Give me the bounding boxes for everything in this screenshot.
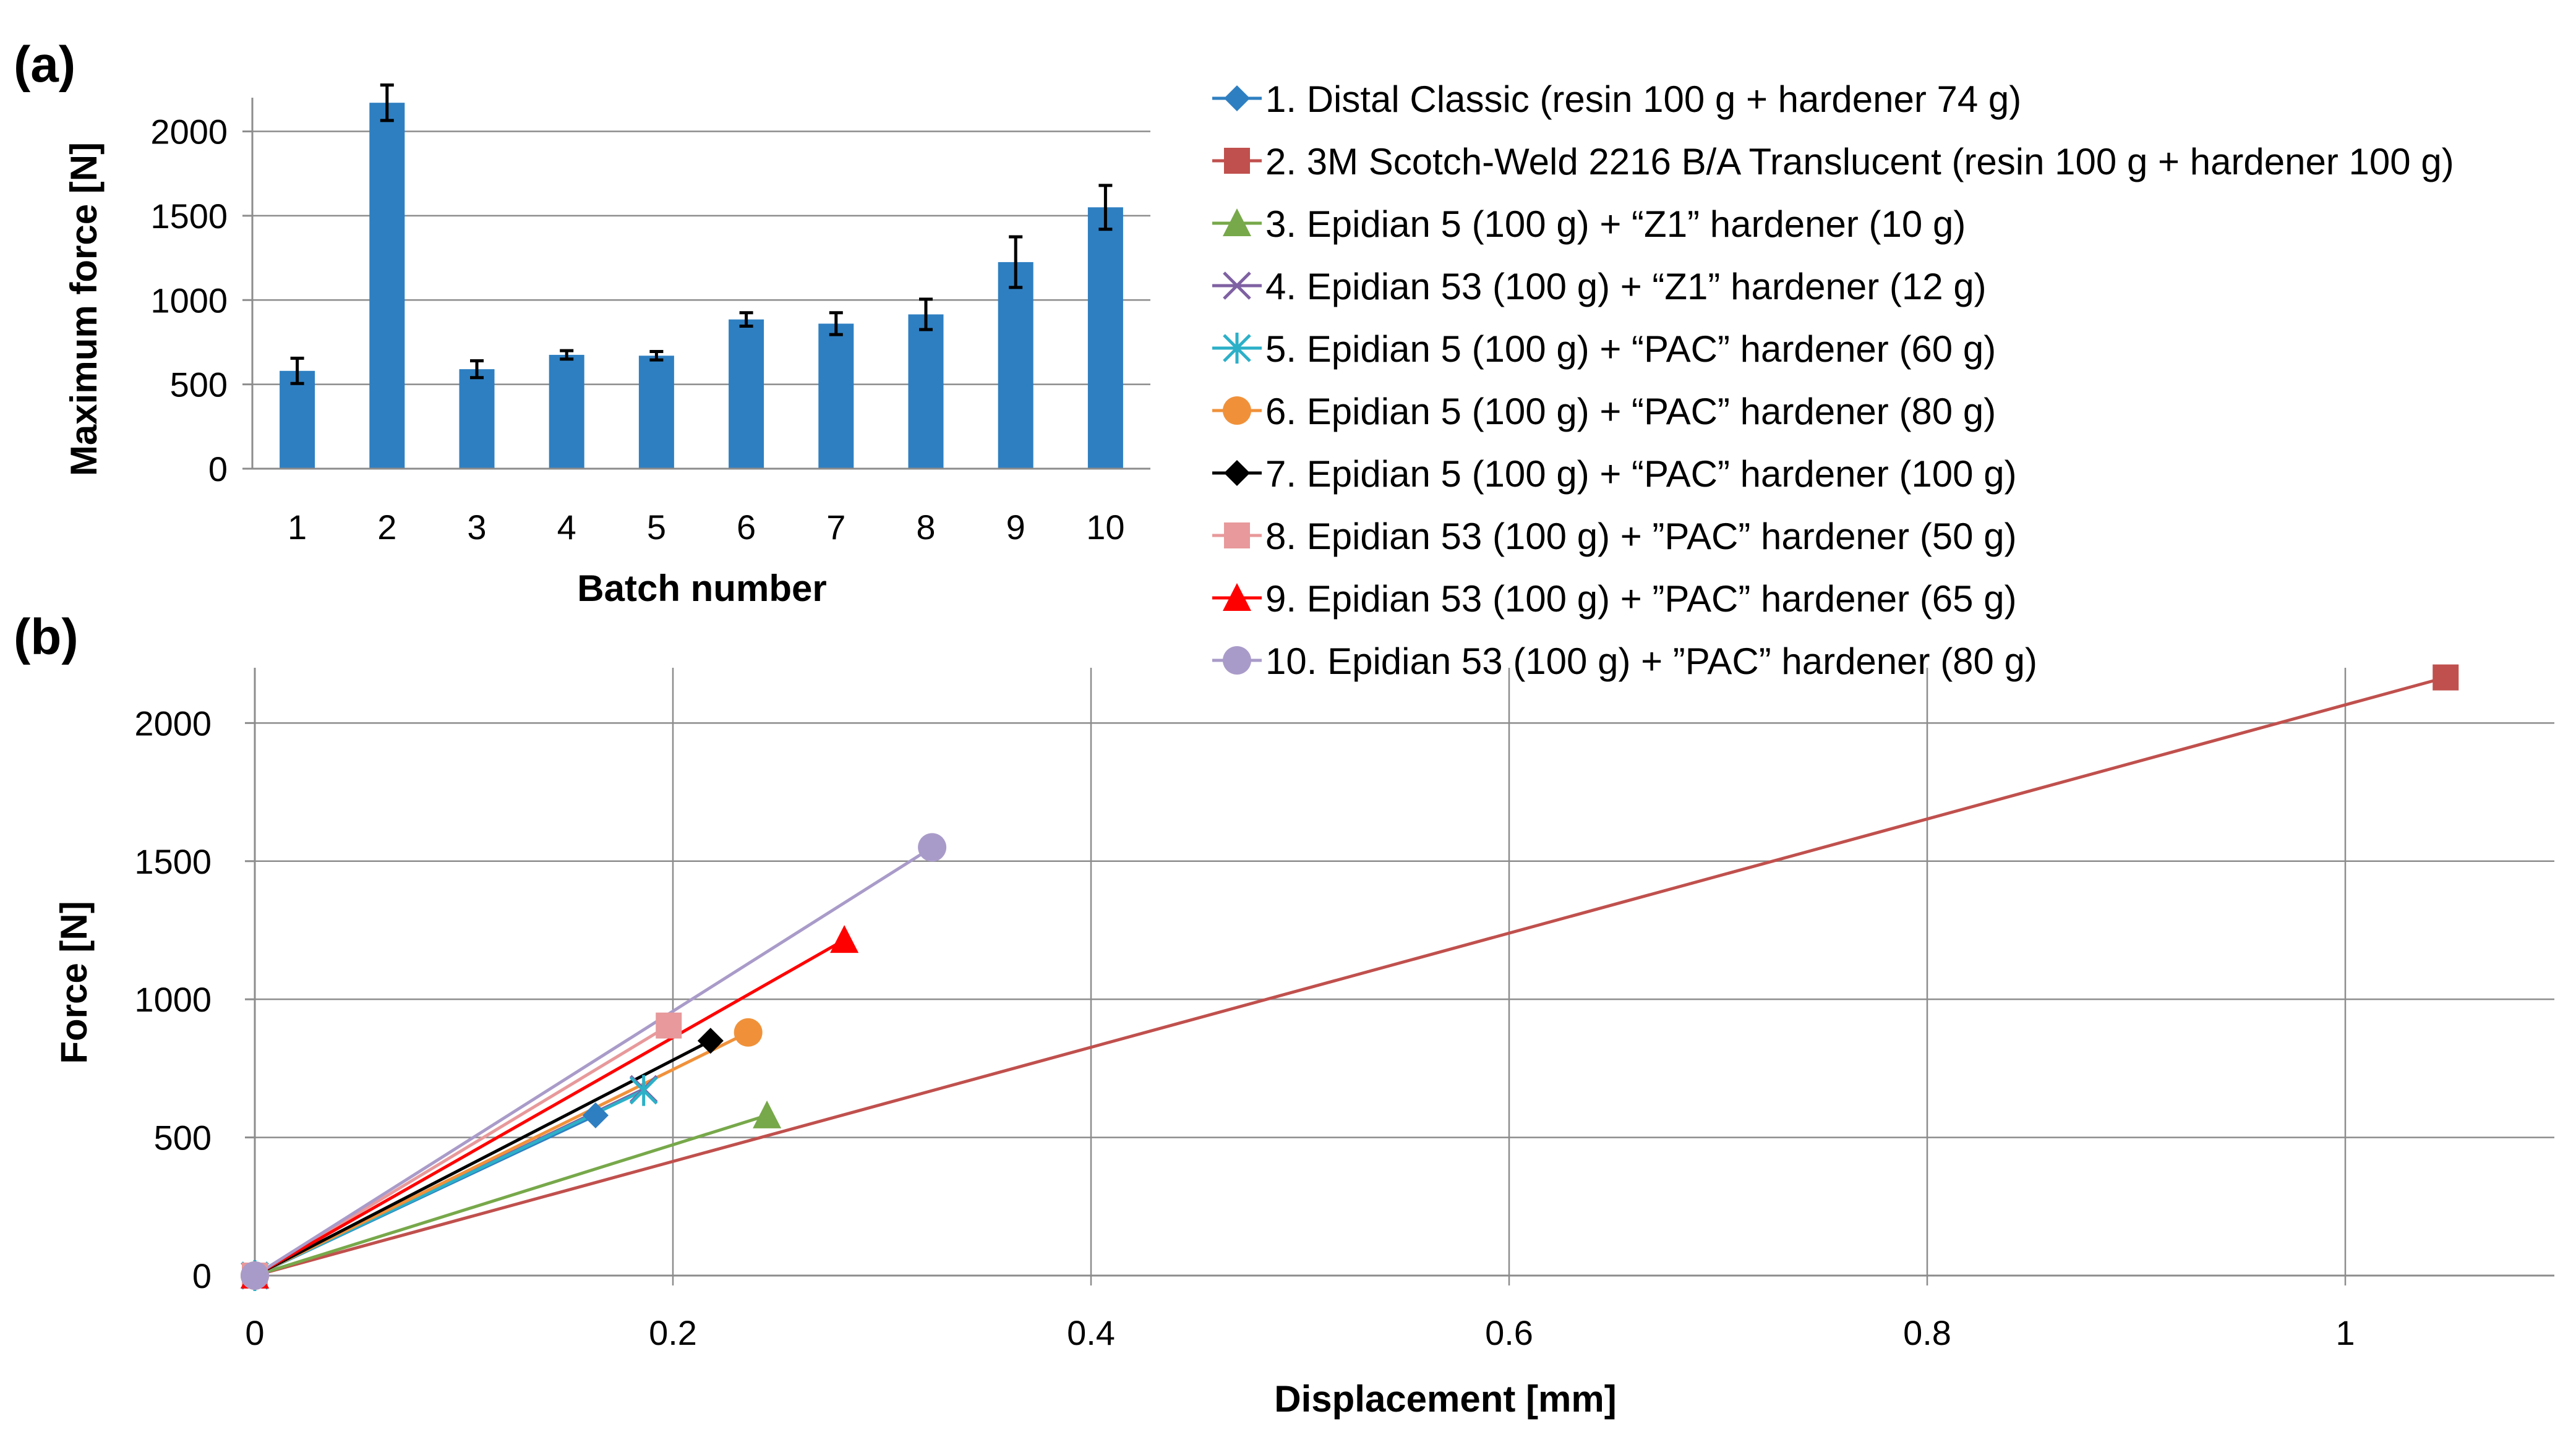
legend-item-label: 6. Epidian 5 (100 g) + “PAC” hardener (8… [1265,391,1996,432]
legend-item-label: 1. Distal Classic (resin 100 g + hardene… [1265,79,2021,120]
chart-b-series-line [254,846,933,1277]
chart-b-series-line [254,1114,768,1277]
chart-b-ytick-label: 1000 [134,980,212,1019]
chart-a-bar [998,262,1033,469]
chart-a-ytick-label: 1500 [150,197,228,236]
chart-a-bar [729,319,764,469]
chart-a-xtick-label: 7 [826,508,845,547]
chart-a-xtick-label: 3 [467,508,486,547]
legend-item-label: 3. Epidian 5 (100 g) + “Z1” hardener (10… [1265,203,1966,245]
chart-b-ytick-label: 1500 [134,842,212,881]
chart-b-series-line [254,1024,670,1277]
legend-marker [1224,148,1250,174]
chart-b-xtick-label: 0 [245,1313,264,1352]
legend-item-label: 5. Epidian 5 (100 g) + “PAC” hardener (6… [1265,328,1996,370]
chart-a-ytick-label: 0 [208,450,228,488]
chart-b-point [2433,664,2459,691]
chart-b-point [753,1100,782,1128]
chart-b-ytick-label: 2000 [134,704,212,743]
chart-b-series-line [254,938,845,1277]
chart-b-xtick-label: 0.2 [649,1313,697,1352]
chart-b-xlabel: Displacement [mm] [1274,1378,1616,1420]
chart-a-bar [1087,207,1123,469]
chart-b-xtick-label: 0.6 [1485,1313,1533,1352]
chart-a-ytick-label: 2000 [150,113,228,151]
chart-b-point [629,1075,658,1106]
chart-a-bar [280,370,315,469]
chart-b-ytick-label: 0 [192,1256,212,1295]
chart-b: 0 500 1000 1500 2000 0 0.2 0.4 0.6 0.8 1 [134,664,2554,1352]
chart-a-bar [549,354,584,469]
chart-a-xtick-label: 6 [737,508,756,547]
chart-a-bar [369,103,405,469]
legend-marker [1223,208,1251,236]
chart-a-xtick-label: 1 [288,508,307,547]
chart-b-point [918,833,947,862]
legend-marker [1224,85,1250,111]
chart-b-ytick-label: 500 [154,1119,212,1157]
chart-b-series-line [254,1031,749,1277]
chart-b-point [830,925,859,953]
legend-marker [1223,396,1251,425]
chart-a-xtick-label: 2 [377,508,396,547]
chart-b-point [656,1012,682,1039]
chart-b-ylabel: Force [N] [53,901,95,1063]
chart-a-ylabel: Maximum force [N] [63,142,105,476]
chart-a-bar [818,323,854,469]
legend-marker [1223,583,1251,611]
chart-a-xtick-label: 10 [1086,508,1124,547]
chart-a-xtick-label: 5 [647,508,666,547]
chart-b-point [582,1102,609,1128]
chart-a-ytick-label: 1000 [150,281,228,320]
legend-item-label: 7. Epidian 5 (100 g) + “PAC” hardener (1… [1265,453,2017,495]
chart-a-bar [908,314,944,469]
legend-marker [1223,646,1251,675]
legend-item-label: 2. 3M Scotch-Weld 2216 B/A Translucent (… [1265,141,2454,182]
legend-marker [1223,333,1251,364]
chart-b-xtick-label: 1 [2335,1313,2355,1352]
legend-marker [1224,522,1250,548]
chart-a: 0 500 1000 1500 2000 1 2 3 4 5 6 7 8 9 10 [150,83,1150,547]
legend-item-label: 9. Epidian 53 (100 g) + ”PAC” hardener (… [1265,578,2017,620]
chart-a-xlabel: Batch number [577,568,826,609]
panel-b-label: (b) [14,609,79,665]
legend-item-label: 4. Epidian 53 (100 g) + “Z1” hardener (1… [1265,266,1987,307]
chart-a-bar [638,356,674,469]
chart-b-point [241,1261,269,1290]
legend-marker [1224,460,1250,486]
chart-b-series-line [254,676,2446,1277]
legend-item-label: 8. Epidian 53 (100 g) + ”PAC” hardener (… [1265,516,2017,557]
chart-a-xtick-label: 8 [916,508,935,547]
legend-marker [1223,271,1251,300]
chart-a-bar [459,369,495,469]
chart-b-xtick-label: 0.8 [1903,1313,1951,1352]
chart-b-point [734,1018,763,1047]
chart-b-xtick-label: 0.4 [1067,1313,1115,1352]
legend: 1. Distal Classic (resin 100 g + hardene… [1212,79,2454,682]
chart-a-xtick-label: 9 [1006,508,1025,547]
chart-a-xtick-label: 4 [557,508,576,547]
panel-a-label: (a) [14,36,75,93]
chart-a-ytick-label: 500 [170,365,228,404]
legend-item-label: 10. Epidian 53 (100 g) + ”PAC” hardener … [1265,641,2037,682]
chart-b-point [697,1028,724,1054]
